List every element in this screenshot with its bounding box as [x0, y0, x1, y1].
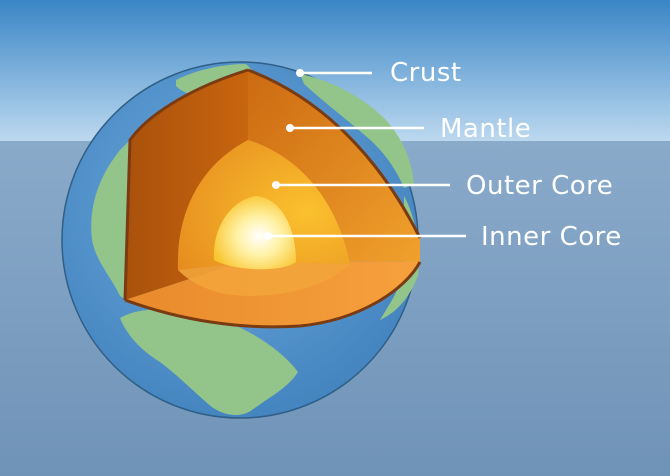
crust-leader-dot [296, 69, 304, 77]
inner-core-label: Inner Core [481, 222, 622, 252]
continent-europe [300, 74, 414, 188]
inner-core-region [213, 196, 296, 270]
continent-greenland [176, 64, 252, 96]
outer-core-leader-dot [272, 181, 280, 189]
continent-south-america [120, 309, 298, 416]
mantle-label: Mantle [440, 114, 532, 144]
crust-rim [123, 68, 422, 329]
crust-label: Crust [390, 58, 462, 88]
outer-core-floor [178, 262, 350, 296]
inner-core-leader-dot [264, 232, 272, 240]
mantle-leader-dot [286, 124, 294, 132]
outer-core-label: Outer Core [466, 171, 614, 201]
